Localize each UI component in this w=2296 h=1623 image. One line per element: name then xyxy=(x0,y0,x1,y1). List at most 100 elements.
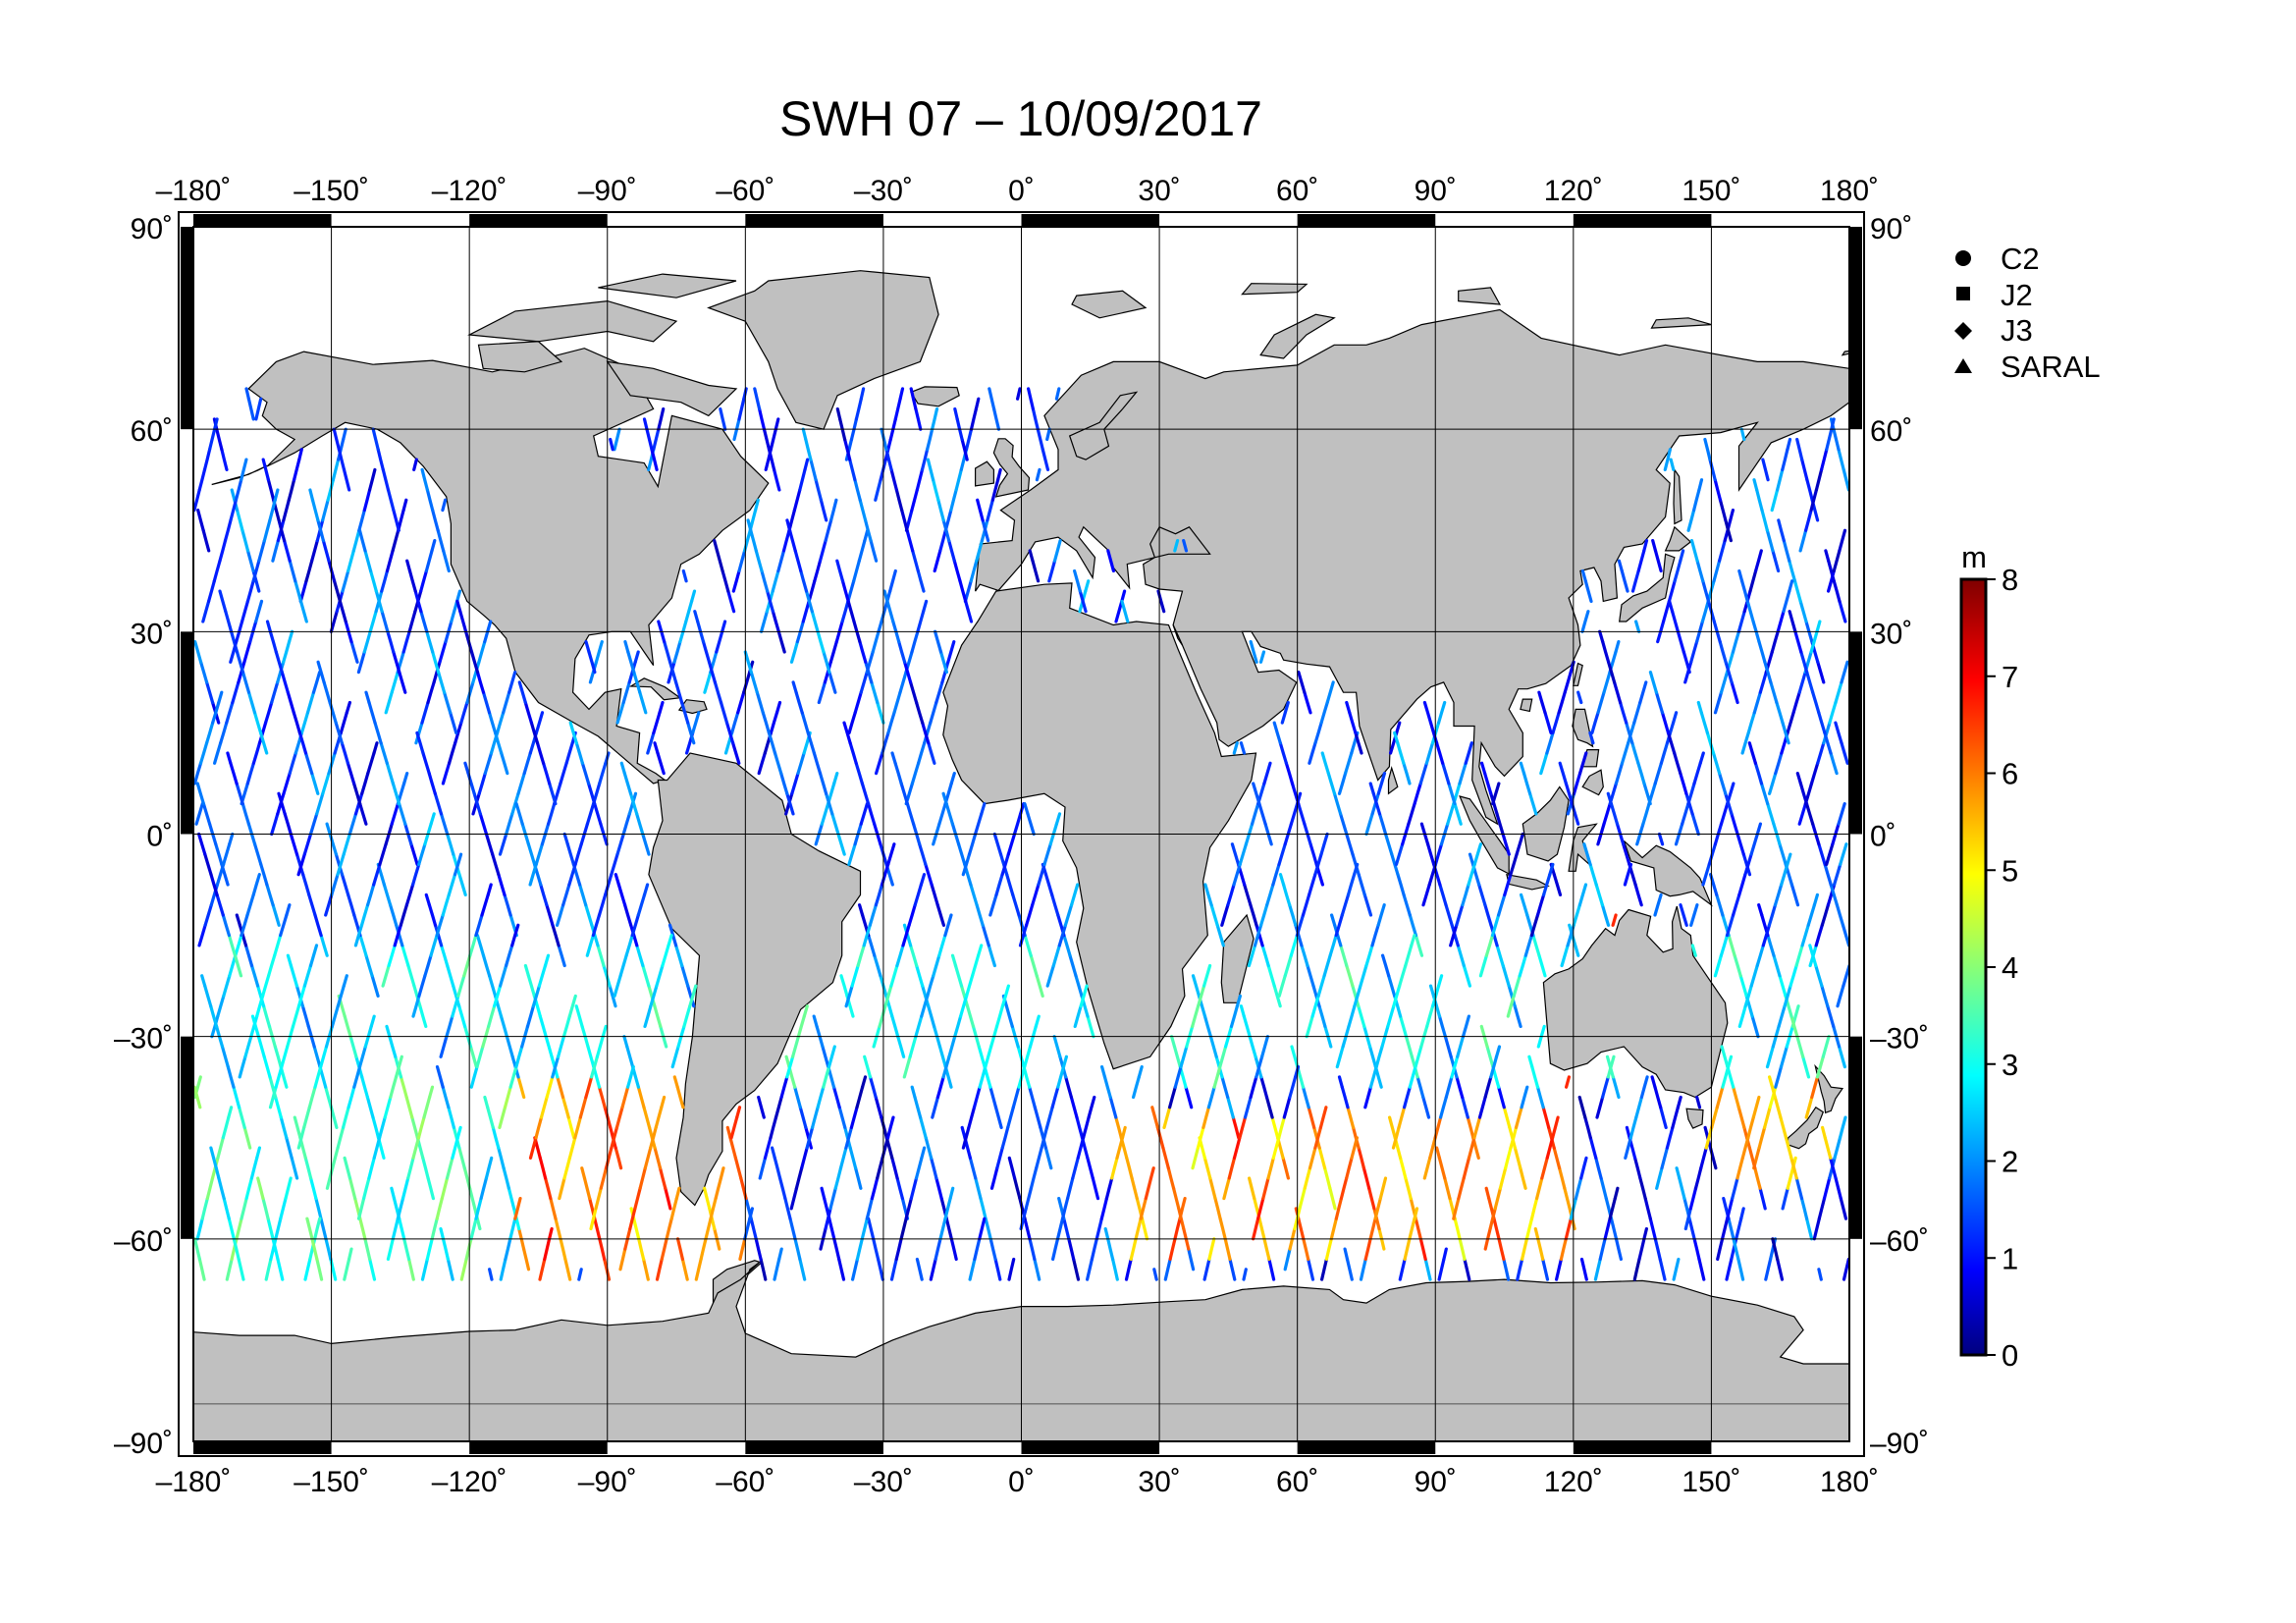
track-segment xyxy=(632,670,642,694)
track-segment xyxy=(1576,690,1583,705)
track-segment xyxy=(876,1257,884,1281)
track-segment xyxy=(620,1085,630,1109)
track-segment xyxy=(474,913,484,938)
land-severnaya-zemlya xyxy=(1458,287,1501,305)
map-frame: –180˚–180˚–150˚–150˚–120˚–120˚–90˚–90˚–6… xyxy=(114,175,1929,1498)
track-segment xyxy=(610,1125,619,1150)
frame-segment-top xyxy=(1021,214,1160,227)
track-segment xyxy=(400,1176,410,1201)
track-segment xyxy=(256,984,266,1008)
track-segment xyxy=(1673,751,1682,776)
track-segment xyxy=(1005,873,1015,897)
track-segment xyxy=(1719,670,1730,694)
track-segment xyxy=(773,751,783,776)
track-segment xyxy=(1383,832,1394,856)
track-segment xyxy=(863,1055,873,1079)
track-segment xyxy=(824,791,834,816)
track-segment xyxy=(459,700,469,725)
track-segment xyxy=(249,1156,259,1180)
track-segment xyxy=(250,1014,260,1039)
track-segment xyxy=(273,933,283,957)
track-segment xyxy=(514,1045,524,1069)
track-segment xyxy=(868,903,879,927)
track-segment xyxy=(546,801,557,826)
track-segment xyxy=(265,883,275,907)
track-segment xyxy=(1606,791,1614,806)
track-segment xyxy=(1707,842,1718,867)
track-segment xyxy=(938,1217,947,1241)
track-segment xyxy=(1238,842,1249,867)
track-segment xyxy=(1167,1085,1177,1109)
track-segment xyxy=(359,903,370,927)
track-segment xyxy=(1751,1095,1761,1119)
track-segment xyxy=(979,1196,988,1220)
track-segment xyxy=(894,488,904,513)
track-segment xyxy=(459,1257,468,1281)
track-segment xyxy=(1805,670,1815,694)
track-segment xyxy=(848,1146,858,1170)
track-segment xyxy=(294,579,303,604)
track-segment xyxy=(406,1156,415,1180)
track-segment xyxy=(972,1085,982,1109)
track-segment xyxy=(1479,761,1487,776)
track-segment xyxy=(237,1257,245,1281)
track-segment xyxy=(937,1045,947,1069)
track-segment xyxy=(413,589,423,614)
track-segment xyxy=(565,842,576,867)
track-segment xyxy=(457,1146,466,1170)
track-segment xyxy=(534,711,545,735)
track-segment xyxy=(429,812,436,826)
track-segment xyxy=(1242,1014,1252,1039)
track-segment xyxy=(274,1217,283,1241)
circle-icon xyxy=(1955,250,1971,266)
track-segment xyxy=(1653,893,1663,917)
track-segment xyxy=(1816,660,1826,684)
track-segment xyxy=(379,741,389,765)
track-segment xyxy=(1835,903,1845,927)
track-segment xyxy=(1050,1085,1060,1109)
colorbar-tick-label: 7 xyxy=(2002,660,2018,694)
track-segment xyxy=(914,406,923,431)
track-segment xyxy=(1029,1166,1039,1190)
track-segment xyxy=(749,528,758,553)
track-segment xyxy=(1509,1125,1519,1150)
track-segment xyxy=(1515,832,1524,856)
track-segment xyxy=(193,488,201,513)
track-segment xyxy=(454,721,463,745)
track-segment xyxy=(1257,1217,1266,1241)
track-segment xyxy=(1789,963,1798,988)
track-segment xyxy=(561,883,571,907)
track-segment xyxy=(270,680,280,705)
track-segment xyxy=(1308,741,1317,765)
track-segment xyxy=(1387,974,1397,999)
track-segment xyxy=(1087,1095,1096,1119)
track-segment xyxy=(1730,812,1739,837)
track-segment xyxy=(522,751,532,776)
track-segment xyxy=(285,903,292,917)
track-segment xyxy=(1283,1247,1292,1271)
track-segment xyxy=(1638,680,1648,705)
track-segment xyxy=(1781,721,1790,745)
track-segment xyxy=(514,801,524,826)
track-segment xyxy=(435,1064,445,1089)
track-segment xyxy=(1791,690,1801,715)
track-segment xyxy=(205,1176,215,1201)
track-segment xyxy=(603,1257,612,1281)
track-segment xyxy=(968,1156,978,1180)
track-segment xyxy=(649,1125,658,1150)
track-segment xyxy=(393,923,402,947)
track-segment xyxy=(381,963,391,988)
track-segment xyxy=(650,448,659,471)
track-segment xyxy=(792,488,802,513)
track-segment xyxy=(1006,832,1017,856)
track-segment xyxy=(1078,589,1088,614)
track-segment xyxy=(385,549,395,573)
track-segment xyxy=(609,437,614,452)
track-segment xyxy=(1810,1075,1820,1100)
track-segment xyxy=(1772,953,1782,978)
track-segment xyxy=(498,1106,507,1130)
track-segment xyxy=(217,1176,226,1201)
track-segment xyxy=(1543,711,1553,735)
track-segment xyxy=(310,538,319,563)
track-segment xyxy=(392,508,400,532)
